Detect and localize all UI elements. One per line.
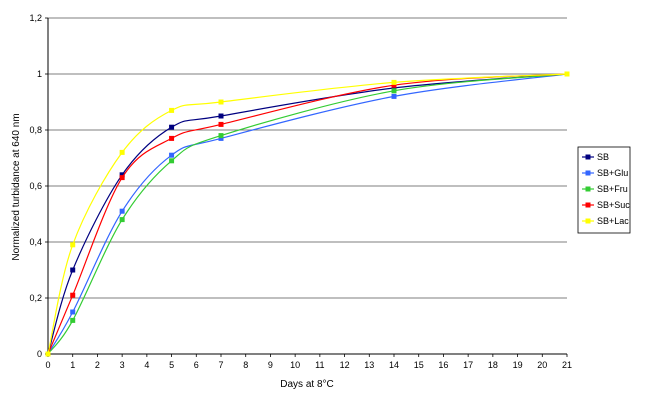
y-tick-label: 1,2 [29, 13, 42, 23]
x-tick-label: 0 [45, 360, 50, 370]
y-tick-label: 1 [37, 69, 42, 79]
data-point-sb-suc [169, 135, 175, 141]
legend-label: SB [597, 152, 609, 162]
data-point-sb [169, 124, 175, 130]
x-tick-label: 8 [243, 360, 248, 370]
data-point-sb-glu [218, 135, 224, 141]
data-point-sb-lac [391, 79, 397, 85]
x-axis-title: Days at 8°C [280, 379, 333, 390]
legend-item-sb-suc: SB+Suc [582, 200, 630, 210]
x-tick-label: 4 [144, 360, 149, 370]
y-tick-label: 0,8 [29, 125, 42, 135]
data-point-sb [70, 267, 76, 273]
x-tick-label: 10 [290, 360, 300, 370]
data-point-sb-suc [119, 175, 125, 181]
legend: SB SB+Glu SB+Fru SB+Suc SB+Lac [577, 146, 631, 234]
x-tick-label: 9 [268, 360, 273, 370]
legend-item-sb-lac: SB+Lac [582, 216, 629, 226]
data-point-sb-lac [218, 99, 224, 105]
data-point-sb-suc [218, 121, 224, 127]
data-point-sb-glu [169, 152, 175, 158]
x-tick-label: 19 [513, 360, 523, 370]
data-point-sb-suc [70, 292, 76, 298]
data-point-sb [391, 85, 397, 91]
series-lines [45, 71, 570, 357]
data-point-sb [218, 113, 224, 119]
legend-label: SB+Fru [597, 184, 628, 194]
x-tick-label: 14 [389, 360, 399, 370]
data-point-sb-fru [391, 88, 397, 94]
legend-marker [585, 154, 591, 160]
data-point-sb-fru [119, 217, 125, 223]
legend-marker [585, 202, 591, 208]
y-tick-label: 0,6 [29, 181, 42, 191]
data-point-sb-fru [169, 158, 175, 164]
x-tick-label: 6 [194, 360, 199, 370]
gridlines [48, 17, 567, 299]
x-axis-ticks: 0 1 2 3 4 5 6 7 8 9 10 11 12 13 14 15 16 17 18 19 20 21 [45, 354, 572, 370]
legend-marker [585, 218, 591, 224]
x-tick-label: 12 [340, 360, 350, 370]
data-point-sb-glu [70, 309, 76, 315]
y-axis-title: Normalized turbidance at 640 nm [11, 113, 22, 260]
x-tick-label: 18 [488, 360, 498, 370]
legend-label: SB+Lac [597, 216, 629, 226]
x-tick-label: 20 [537, 360, 547, 370]
data-point-sb-glu [119, 208, 125, 214]
data-point-sb-lac [564, 71, 570, 77]
legend-label: SB+Suc [597, 200, 630, 210]
series-line-sb-glu [47, 73, 568, 355]
legend-label: SB+Glu [597, 168, 628, 178]
x-tick-label: 11 [315, 360, 324, 370]
series-sb-lac [45, 71, 570, 357]
data-point-sb-fru [70, 317, 76, 323]
legend-marker [585, 186, 591, 192]
legend-marker [585, 170, 591, 176]
x-tick-label: 16 [438, 360, 448, 370]
x-tick-label: 15 [414, 360, 424, 370]
data-point-sb-suc [391, 82, 397, 88]
x-tick-label: 7 [218, 360, 223, 370]
legend-item-sb-fru: SB+Fru [582, 184, 628, 194]
x-tick-label: 17 [463, 360, 473, 370]
x-tick-label: 3 [120, 360, 125, 370]
data-point-sb [119, 172, 125, 178]
data-point-sb-lac [169, 107, 175, 113]
y-tick-label: 0 [37, 349, 42, 359]
legend-item-sb: SB [582, 152, 609, 162]
y-tick-label: 0,4 [29, 237, 42, 247]
x-tick-label: 2 [95, 360, 100, 370]
data-point-sb-lac [45, 351, 51, 357]
data-point-sb-fru [218, 133, 224, 139]
y-axis-ticks: 0 0,2 0,4 0,6 0,8 1 1,2 [29, 13, 48, 359]
series-line-sb-suc [47, 73, 568, 355]
y-tick-label: 0,2 [29, 293, 42, 303]
data-point-sb-lac [70, 242, 76, 248]
x-tick-label: 1 [70, 360, 75, 370]
x-tick-label: 21 [562, 360, 572, 370]
series-line-sb-fru [47, 73, 568, 355]
legend-item-sb-glu: SB+Glu [582, 168, 628, 178]
data-point-sb-glu [391, 93, 397, 99]
x-tick-label: 13 [364, 360, 374, 370]
x-tick-label: 5 [169, 360, 174, 370]
data-point-sb-lac [119, 149, 125, 155]
